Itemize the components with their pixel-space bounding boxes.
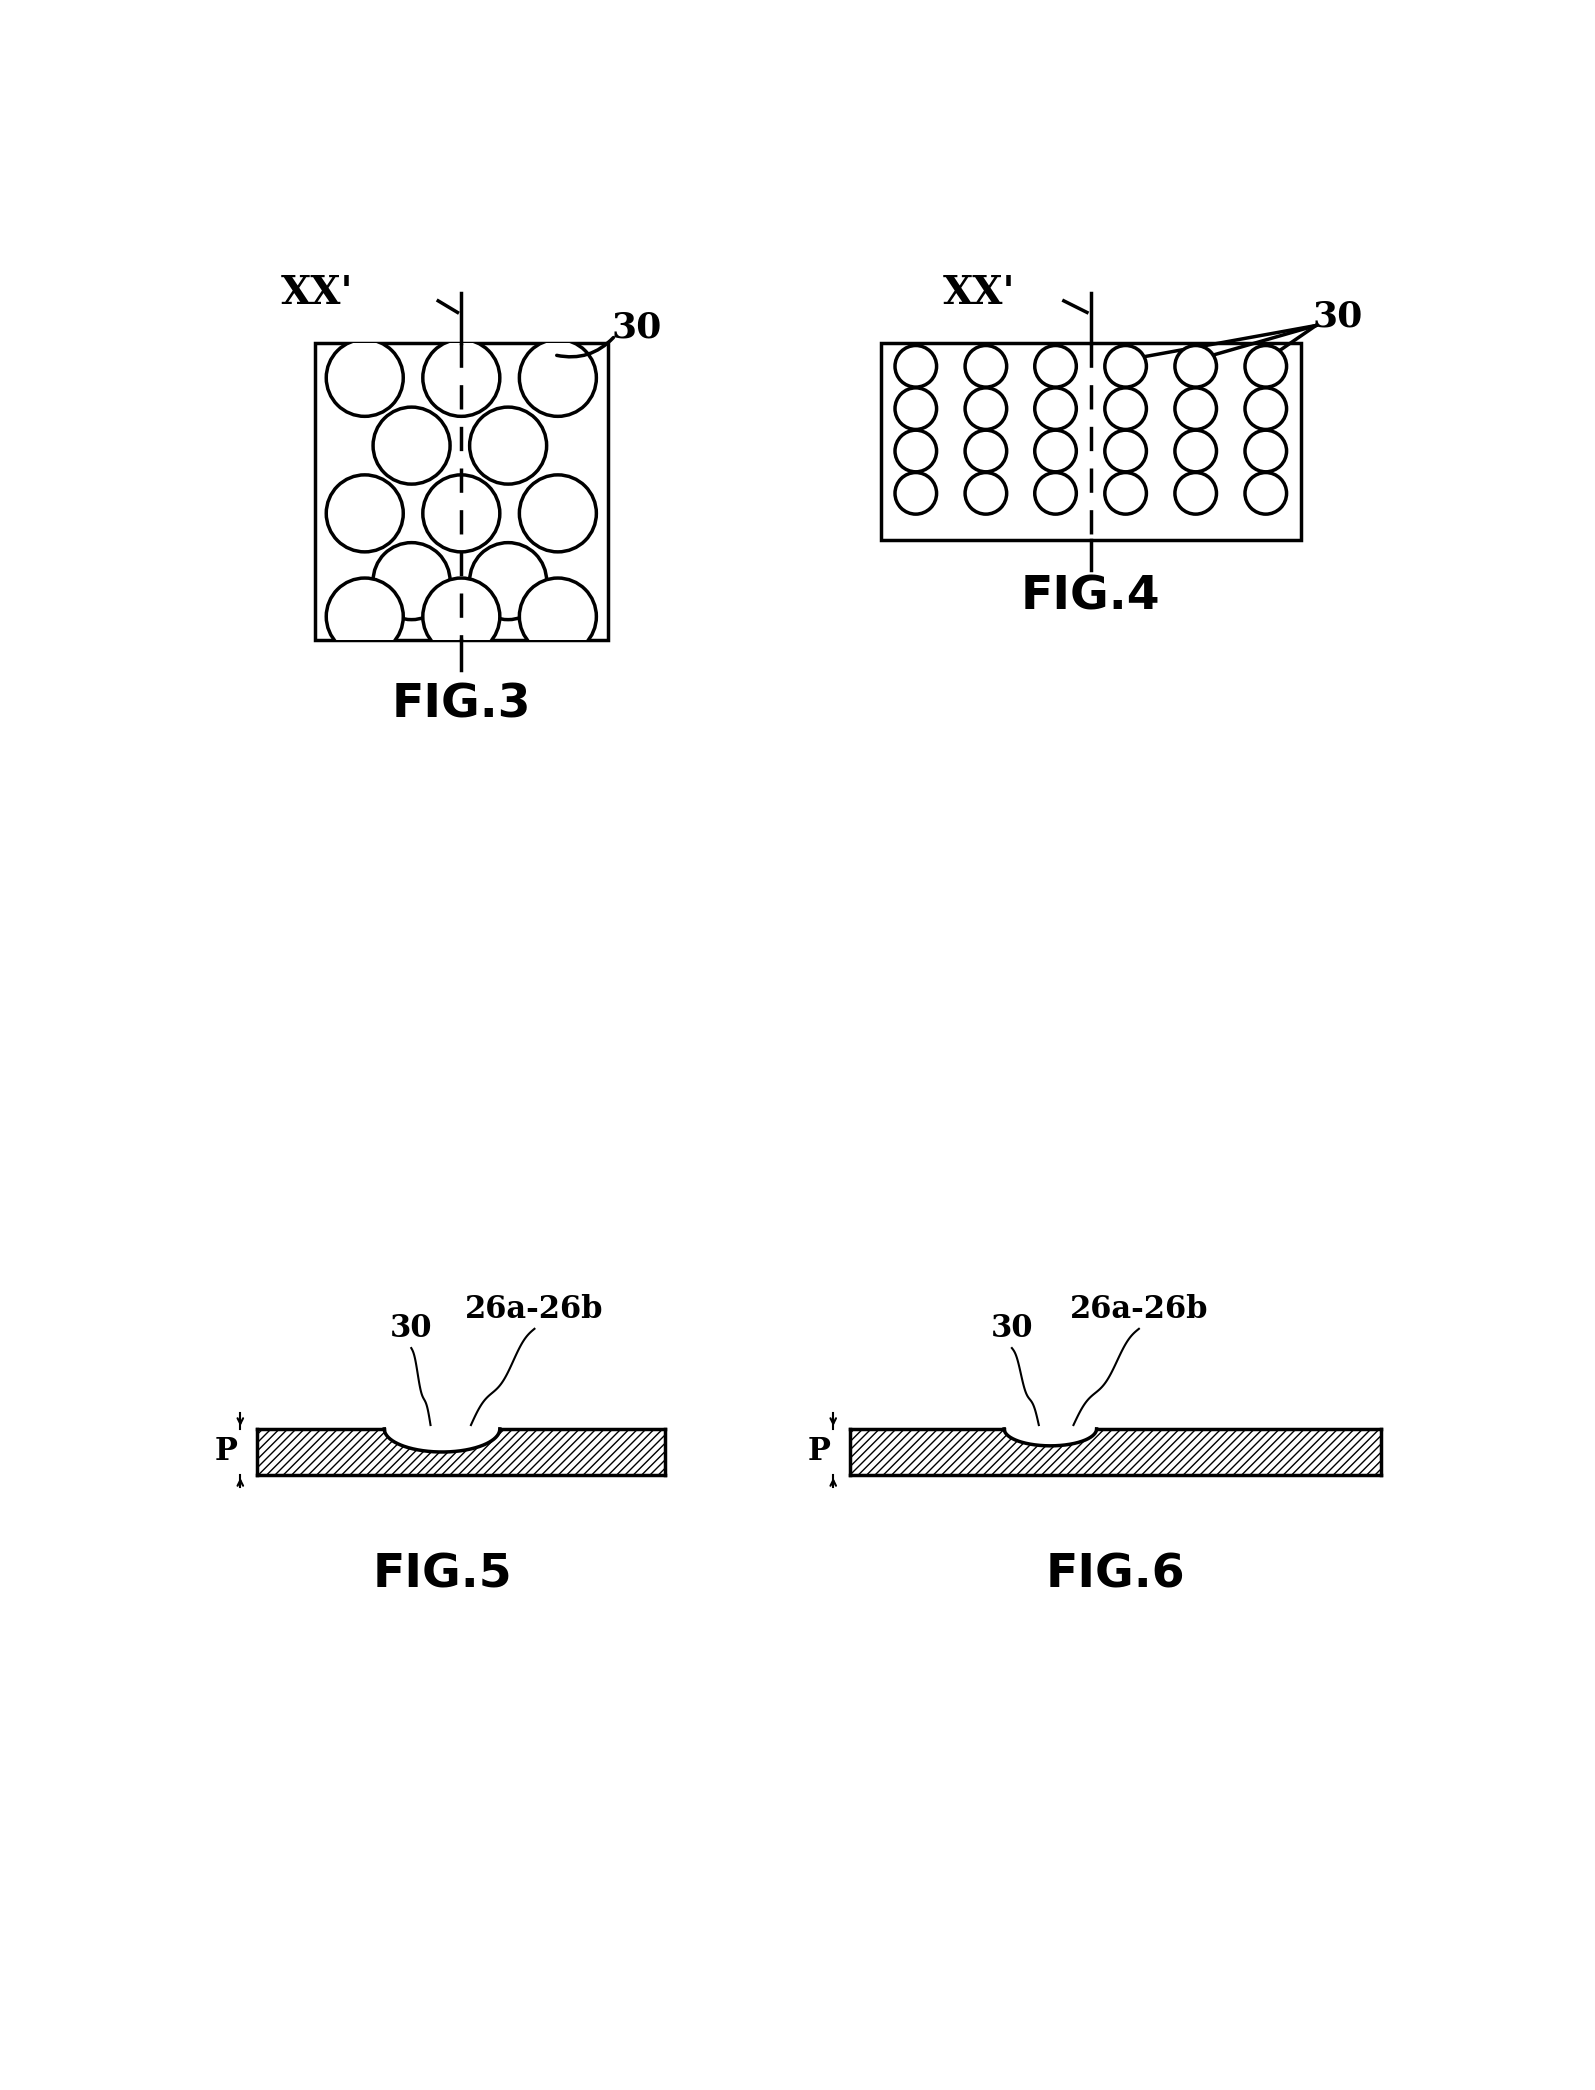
Polygon shape xyxy=(257,1430,665,1476)
Circle shape xyxy=(895,345,936,387)
Text: 30: 30 xyxy=(1313,299,1362,332)
Circle shape xyxy=(1246,345,1287,387)
Text: XX': XX' xyxy=(281,274,352,311)
Circle shape xyxy=(520,474,597,552)
Text: P: P xyxy=(215,1436,238,1467)
Text: 30: 30 xyxy=(611,311,662,345)
Circle shape xyxy=(1035,389,1077,428)
Circle shape xyxy=(1035,345,1077,387)
Circle shape xyxy=(1246,431,1287,472)
Circle shape xyxy=(965,345,1006,387)
Text: P: P xyxy=(809,1436,831,1467)
Circle shape xyxy=(1105,345,1147,387)
Bar xyxy=(257,1430,665,1476)
Bar xyxy=(880,343,1300,539)
Text: 30: 30 xyxy=(391,1313,432,1344)
Circle shape xyxy=(1035,431,1077,472)
Circle shape xyxy=(1176,389,1217,428)
Circle shape xyxy=(965,431,1006,472)
Circle shape xyxy=(469,408,547,485)
Circle shape xyxy=(373,543,450,619)
Text: FIG.5: FIG.5 xyxy=(372,1553,512,1597)
Circle shape xyxy=(327,474,404,552)
Polygon shape xyxy=(1005,1430,1097,1446)
Text: 26a-26b: 26a-26b xyxy=(466,1294,605,1325)
Circle shape xyxy=(520,579,597,654)
Circle shape xyxy=(1246,472,1287,514)
Circle shape xyxy=(327,339,404,416)
Circle shape xyxy=(373,408,450,485)
Circle shape xyxy=(1035,472,1077,514)
Circle shape xyxy=(895,431,936,472)
Circle shape xyxy=(1176,345,1217,387)
Polygon shape xyxy=(384,1430,499,1453)
Circle shape xyxy=(965,472,1006,514)
Text: XX': XX' xyxy=(943,274,1014,311)
Circle shape xyxy=(1105,389,1147,428)
Text: 30: 30 xyxy=(990,1313,1034,1344)
Circle shape xyxy=(423,339,499,416)
Circle shape xyxy=(469,543,547,619)
Circle shape xyxy=(895,472,936,514)
Polygon shape xyxy=(850,1430,1381,1476)
Circle shape xyxy=(423,474,499,552)
Text: FIG.3: FIG.3 xyxy=(391,683,531,727)
Circle shape xyxy=(327,579,404,654)
Circle shape xyxy=(1105,472,1147,514)
Circle shape xyxy=(965,389,1006,428)
Circle shape xyxy=(423,579,499,654)
Circle shape xyxy=(895,389,936,428)
Text: 26a-26b: 26a-26b xyxy=(1070,1294,1207,1325)
Circle shape xyxy=(1176,472,1217,514)
Text: FIG.6: FIG.6 xyxy=(1046,1553,1185,1597)
Text: FIG.4: FIG.4 xyxy=(1021,575,1160,621)
Circle shape xyxy=(1246,389,1287,428)
Circle shape xyxy=(1176,431,1217,472)
Bar xyxy=(850,1430,1381,1476)
Circle shape xyxy=(1105,431,1147,472)
Circle shape xyxy=(520,339,597,416)
Bar xyxy=(314,343,608,640)
